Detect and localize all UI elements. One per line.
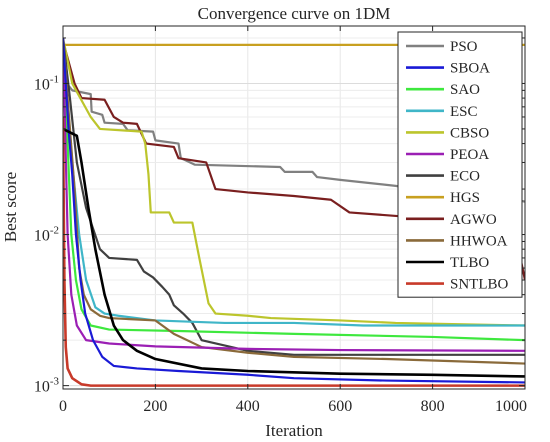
legend-label: PSO bbox=[450, 39, 478, 55]
legend-box bbox=[397, 31, 523, 298]
y-tick-label: 10-1 bbox=[34, 73, 59, 93]
legend-label: ECO bbox=[450, 169, 480, 185]
series-line-peoa bbox=[63, 37, 525, 352]
legend-label: ESC bbox=[450, 104, 478, 120]
legend-label: HGS bbox=[450, 190, 480, 206]
x-tick-label: 200 bbox=[143, 398, 167, 415]
legend-label: CBSO bbox=[450, 125, 489, 141]
legend-label: PEOA bbox=[450, 147, 489, 163]
chart-title: Convergence curve on 1DM bbox=[198, 4, 391, 23]
legend-label: SAO bbox=[450, 82, 480, 98]
series-line-sboa bbox=[63, 37, 525, 384]
y-axis-label: Best score bbox=[1, 172, 20, 242]
series-line-eco bbox=[63, 37, 525, 356]
y-tick-label: 10-2 bbox=[34, 225, 59, 245]
x-tick-label: 800 bbox=[421, 398, 445, 415]
series-line-cbso bbox=[63, 37, 525, 327]
x-axis-label: Iteration bbox=[265, 421, 323, 440]
y-tick-labels: 10-3 10-2 10-1 bbox=[34, 73, 60, 395]
x-tick-labels: 0 200 400 600 800 1000 bbox=[59, 398, 527, 415]
legend-label: SNTLBO bbox=[450, 277, 509, 293]
legend-label: SBOA bbox=[450, 61, 490, 77]
legend-label: TLBO bbox=[450, 255, 489, 271]
legend-label: AGWO bbox=[450, 212, 497, 228]
x-tick-label: 1000 bbox=[495, 398, 527, 415]
x-tick-label: 400 bbox=[236, 398, 260, 415]
plot-frame bbox=[62, 25, 526, 390]
legend: PSO SBOA SAO ESC CBSO PEOA ECO HGS AGWO HHWOA TLBO… bbox=[397, 31, 523, 298]
series-line-sntlbo bbox=[63, 116, 525, 387]
series-line-tlbo bbox=[63, 127, 525, 378]
series-line-sao bbox=[63, 37, 525, 342]
x-tick-label: 0 bbox=[59, 398, 67, 415]
legend-label: HHWOA bbox=[450, 233, 508, 249]
y-tick-label: 10-3 bbox=[34, 376, 60, 396]
series-line-hhwoa bbox=[63, 37, 525, 365]
x-tick-label: 600 bbox=[328, 398, 352, 415]
